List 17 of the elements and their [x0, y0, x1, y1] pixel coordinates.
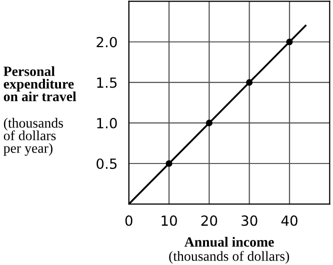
point — [246, 79, 253, 86]
point — [286, 38, 293, 46]
x-tick-label: 0 — [125, 215, 132, 226]
y-tick-label: 1.5 — [97, 78, 117, 88]
x-tick-label: 40 — [281, 215, 298, 226]
y-tick-label: 1.0 — [97, 118, 117, 128]
x-tick-label: 20 — [201, 215, 218, 226]
point — [206, 120, 212, 126]
y-axis-title: Personal expenditure on air travel — [4, 66, 76, 102]
x-tick-label: 30 — [242, 215, 258, 226]
point — [166, 160, 172, 167]
x-axis-title: Annual income — [184, 236, 274, 247]
text: (thousands of dollars) — [169, 250, 290, 264]
y-tick-label: 2.0 — [96, 36, 117, 48]
y-tick-label: 0.5 — [96, 158, 117, 169]
text: (thousands of dollars per year) — [4, 118, 64, 156]
x-tick-label: 10 — [162, 215, 177, 226]
